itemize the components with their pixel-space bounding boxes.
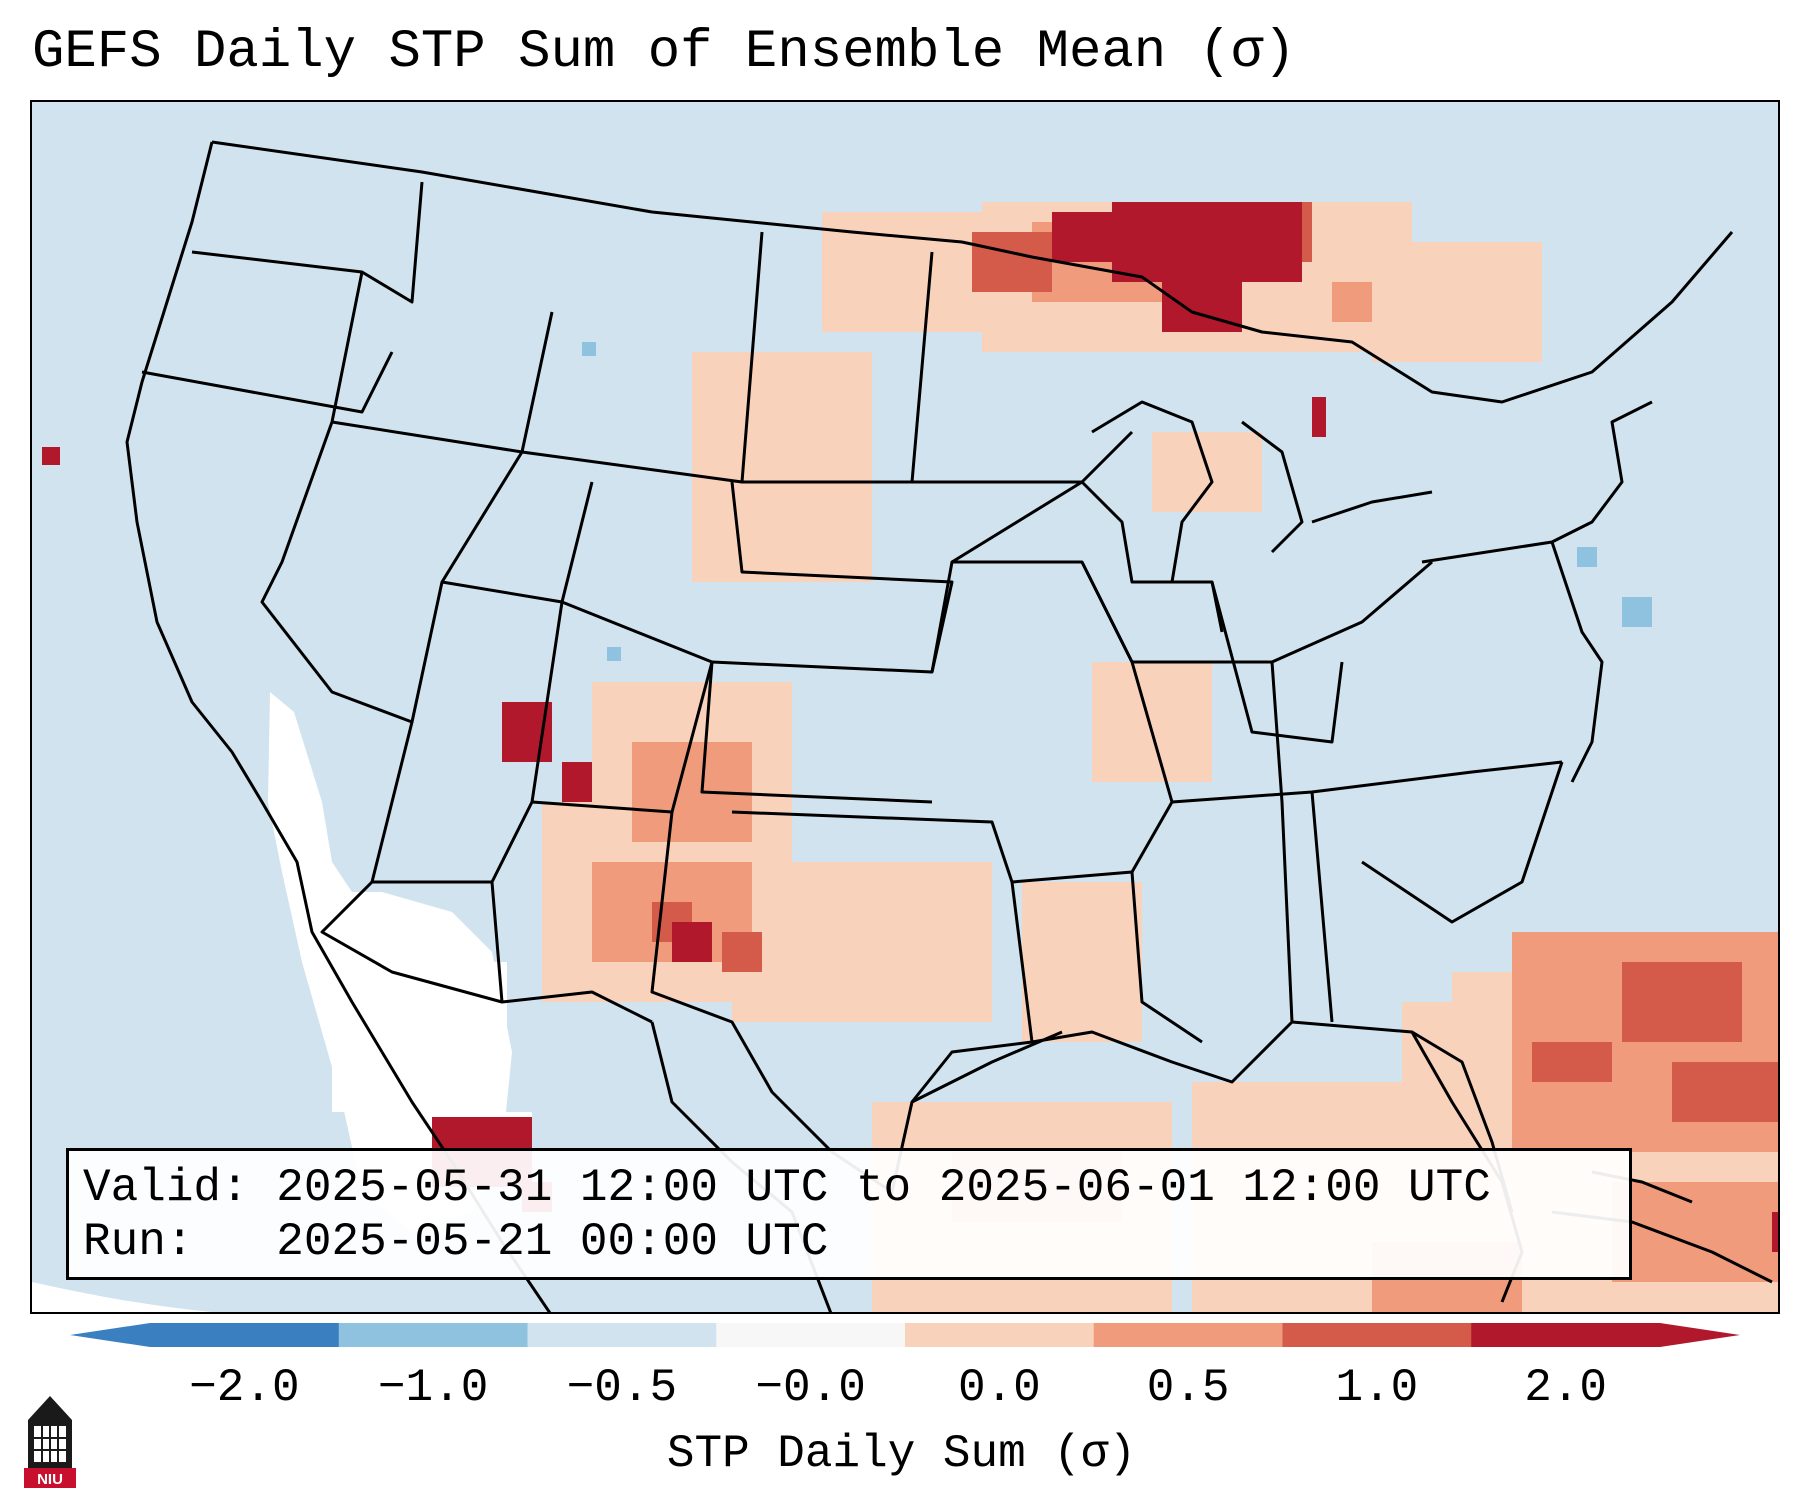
colorbar-tick-label: −0.5: [566, 1362, 678, 1414]
colorbar-segments: [150, 1323, 1661, 1347]
colorbar-tick-label: 1.0: [1335, 1362, 1419, 1414]
colorbar-tick-label: −2.0: [189, 1362, 300, 1414]
colorbar-under-arrow: [70, 1323, 150, 1347]
logo-text: NIU: [37, 1471, 63, 1488]
map-svg: [32, 102, 1778, 1312]
colorbar-segment: [338, 1323, 528, 1347]
colorbar-segment: [1282, 1323, 1472, 1347]
colorbar-tick-label: −0.0: [755, 1362, 866, 1414]
colorbar-over-arrow: [1660, 1323, 1740, 1347]
valid-time-range: 2025-05-31 12:00 UTC to 2025-06-01 12:00…: [276, 1162, 1491, 1214]
valid-label: Valid:: [83, 1162, 249, 1214]
map-panel: [30, 100, 1780, 1314]
valid-run-info-box: Valid: 2025-05-31 12:00 UTC to 2025-06-0…: [66, 1148, 1632, 1280]
colorbar-label: STP Daily Sum (σ): [666, 1428, 1137, 1480]
run-label: Run:: [83, 1216, 194, 1268]
colorbar-tick-label: 0.5: [1146, 1362, 1230, 1414]
colorbar-tick-label: 2.0: [1524, 1362, 1608, 1414]
colorbar-segment: [1471, 1323, 1661, 1347]
colorbar-segment: [716, 1323, 906, 1347]
colorbar-tick-label: 0.0: [957, 1362, 1041, 1414]
run-time: 2025-05-21 00:00 UTC: [276, 1216, 829, 1268]
projection-edge: [32, 1282, 213, 1312]
colorbar: [70, 1323, 1740, 1347]
colorbar-segment: [150, 1323, 340, 1347]
colorbar-segment: [527, 1323, 717, 1347]
political-boundaries: [125, 140, 1773, 1312]
colorbar-tick-label: −1.0: [377, 1362, 489, 1414]
colorbar-segment: [1093, 1323, 1283, 1347]
university-tower-icon: NIU: [20, 1390, 80, 1495]
chart-title: GEFS Daily STP Sum of Ensemble Mean (σ): [32, 22, 1296, 83]
negative-area: [582, 342, 1652, 661]
colorbar-segment: [905, 1323, 1095, 1347]
